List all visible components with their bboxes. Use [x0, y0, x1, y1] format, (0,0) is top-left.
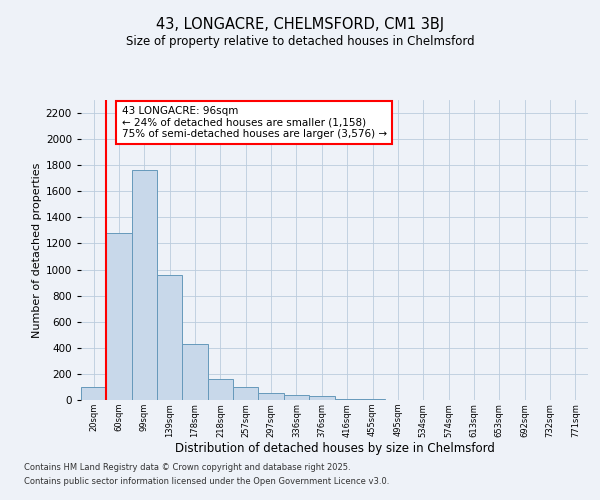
- Text: 43 LONGACRE: 96sqm
← 24% of detached houses are smaller (1,158)
75% of semi-deta: 43 LONGACRE: 96sqm ← 24% of detached hou…: [122, 106, 386, 139]
- Text: Contains HM Land Registry data © Crown copyright and database right 2025.: Contains HM Land Registry data © Crown c…: [24, 462, 350, 471]
- Bar: [157, 275, 182, 400]
- Bar: [233, 387, 259, 400]
- Bar: [81, 387, 106, 400]
- Bar: [106, 233, 132, 400]
- Text: 43, LONGACRE, CHELMSFORD, CM1 3BJ: 43, LONGACRE, CHELMSFORD, CM1 3BJ: [156, 18, 444, 32]
- Bar: [284, 395, 309, 400]
- X-axis label: Distribution of detached houses by size in Chelmsford: Distribution of detached houses by size …: [175, 442, 494, 456]
- Bar: [335, 398, 360, 400]
- Bar: [208, 379, 233, 400]
- Text: Contains public sector information licensed under the Open Government Licence v3: Contains public sector information licen…: [24, 478, 389, 486]
- Y-axis label: Number of detached properties: Number of detached properties: [32, 162, 41, 338]
- Bar: [309, 396, 335, 400]
- Bar: [259, 393, 284, 400]
- Text: Size of property relative to detached houses in Chelmsford: Size of property relative to detached ho…: [125, 35, 475, 48]
- Bar: [182, 344, 208, 400]
- Bar: [132, 170, 157, 400]
